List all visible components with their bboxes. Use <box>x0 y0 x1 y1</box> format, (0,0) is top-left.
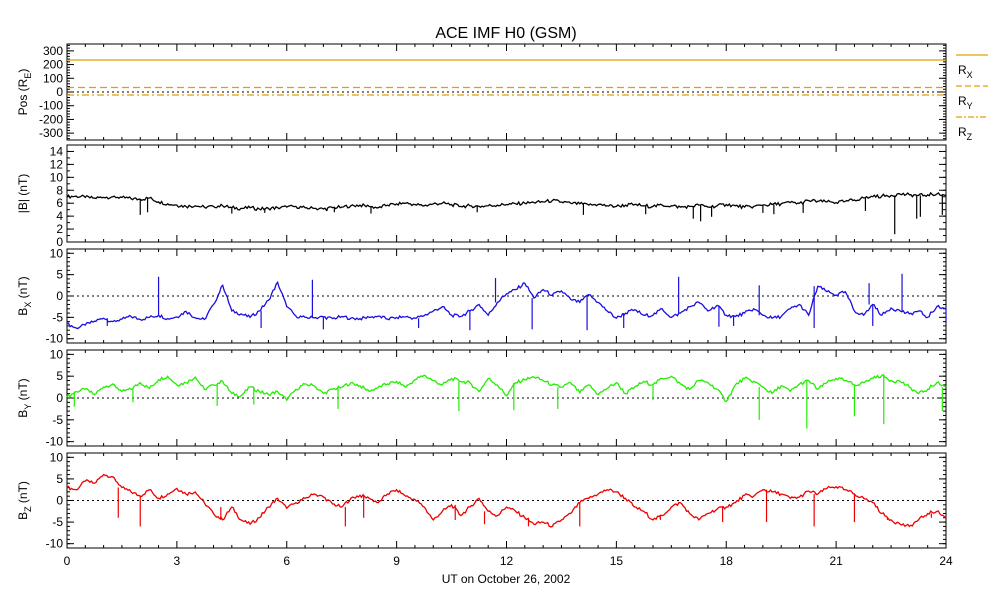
y-tick-label: -5 <box>52 310 63 324</box>
panel-bx: -10 -5 0 5 10 BX (nT) <box>16 246 947 346</box>
x-axis-label: UT on October 26, 2002 <box>442 572 571 586</box>
y-tick-label: 6 <box>56 196 63 210</box>
data-line <box>66 473 947 528</box>
x-tick-label: 12 <box>500 554 514 568</box>
y-tick-label: 8 <box>56 183 63 197</box>
legend-label: RY <box>958 94 973 111</box>
y-tick-label: 2 <box>56 222 63 236</box>
legend-label: RZ <box>958 125 973 142</box>
y-tick-label: 12 <box>50 157 64 171</box>
y-tick-label: 0 <box>56 289 63 303</box>
x-tick-label: 15 <box>610 554 624 568</box>
y-tick-label: -5 <box>52 413 63 427</box>
y-tick-label: 5 <box>56 369 63 383</box>
y-tick-label: 0 <box>56 391 63 405</box>
y-tick-label: 100 <box>43 71 63 85</box>
y-axis-label: BZ (nT) <box>16 481 33 520</box>
data-line <box>66 191 947 212</box>
y-tick-label: -100 <box>39 99 63 113</box>
y-tick-label: -10 <box>46 537 64 551</box>
y-tick-label: 4 <box>56 209 63 223</box>
y-tick-label: 300 <box>43 44 63 58</box>
panel-bz: -10 -5 0 5 10 BZ (nT) 0 3 6 9 12 15 18 21 24 <box>16 450 953 568</box>
y-tick-label: 0 <box>56 85 63 99</box>
x-tick-label: 18 <box>720 554 734 568</box>
y-tick-label: 10 <box>50 347 64 361</box>
y-axis-label: BX (nT) <box>16 276 33 315</box>
y-tick-label: 0 <box>56 494 63 508</box>
y-tick-label: -200 <box>39 112 63 126</box>
y-tick-label: -10 <box>46 435 64 449</box>
x-tick-label: 6 <box>283 554 290 568</box>
panel-frame <box>66 144 947 243</box>
y-tick-label: 10 <box>50 450 64 464</box>
chart-title: ACE IMF H0 (GSM) <box>435 25 576 42</box>
legend-label: RX <box>958 63 973 80</box>
panel-by: -10 -5 0 5 10 BY (nT) <box>16 347 947 449</box>
data-line <box>66 280 947 330</box>
y-tick-label: -300 <box>39 126 63 140</box>
y-axis-label: Pos (RE) <box>16 69 33 116</box>
y-tick-label: -10 <box>46 332 64 346</box>
x-tick-label: 21 <box>829 554 843 568</box>
y-tick-label: 0 <box>56 235 63 249</box>
y-tick-label: 5 <box>56 268 63 282</box>
y-axis-label: BY (nT) <box>16 378 33 417</box>
x-tick-label: 3 <box>174 554 181 568</box>
y-tick-label: 14 <box>50 144 64 158</box>
y-tick-label: -5 <box>52 515 63 529</box>
data-line <box>66 373 947 403</box>
x-tick-label: 9 <box>393 554 400 568</box>
y-tick-label: 200 <box>43 58 63 72</box>
y-tick-label: 5 <box>56 472 63 486</box>
x-tick-label: 0 <box>64 554 71 568</box>
y-axis-label: |B| (nT) <box>16 174 30 214</box>
y-tick-label: 10 <box>50 170 64 184</box>
x-tick-label: 24 <box>939 554 953 568</box>
y-tick-label: 10 <box>50 246 64 260</box>
